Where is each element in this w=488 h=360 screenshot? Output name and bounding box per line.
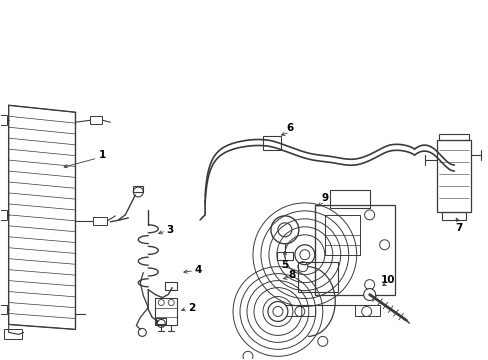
Circle shape — [294, 245, 314, 265]
Bar — [90, 116, 102, 124]
Bar — [133, 186, 143, 192]
Text: 7: 7 — [455, 223, 462, 233]
Text: 6: 6 — [285, 123, 293, 133]
Text: 9: 9 — [321, 193, 327, 203]
Text: 2: 2 — [188, 302, 195, 312]
Text: 1: 1 — [99, 150, 106, 160]
Bar — [165, 282, 177, 289]
Bar — [437, 140, 470, 212]
Text: 3: 3 — [166, 225, 173, 235]
Circle shape — [267, 302, 287, 321]
Bar — [263, 136, 280, 150]
Bar — [93, 217, 107, 225]
Text: 5: 5 — [281, 260, 288, 270]
Bar — [0, 305, 7, 315]
Bar — [314, 205, 394, 294]
Circle shape — [363, 289, 375, 301]
Bar — [442, 212, 466, 220]
Bar — [155, 298, 177, 325]
Text: 8: 8 — [287, 270, 295, 280]
Bar — [324, 215, 359, 255]
Bar — [329, 190, 369, 208]
Bar — [354, 305, 379, 316]
Bar — [276, 252, 292, 260]
Bar — [439, 134, 468, 140]
Bar — [0, 210, 7, 220]
Bar — [285, 305, 314, 316]
Text: 10: 10 — [380, 275, 394, 285]
Bar — [156, 319, 166, 324]
Bar — [297, 262, 337, 292]
Bar — [4, 329, 21, 339]
Text: 4: 4 — [194, 265, 202, 275]
Bar — [0, 115, 7, 125]
